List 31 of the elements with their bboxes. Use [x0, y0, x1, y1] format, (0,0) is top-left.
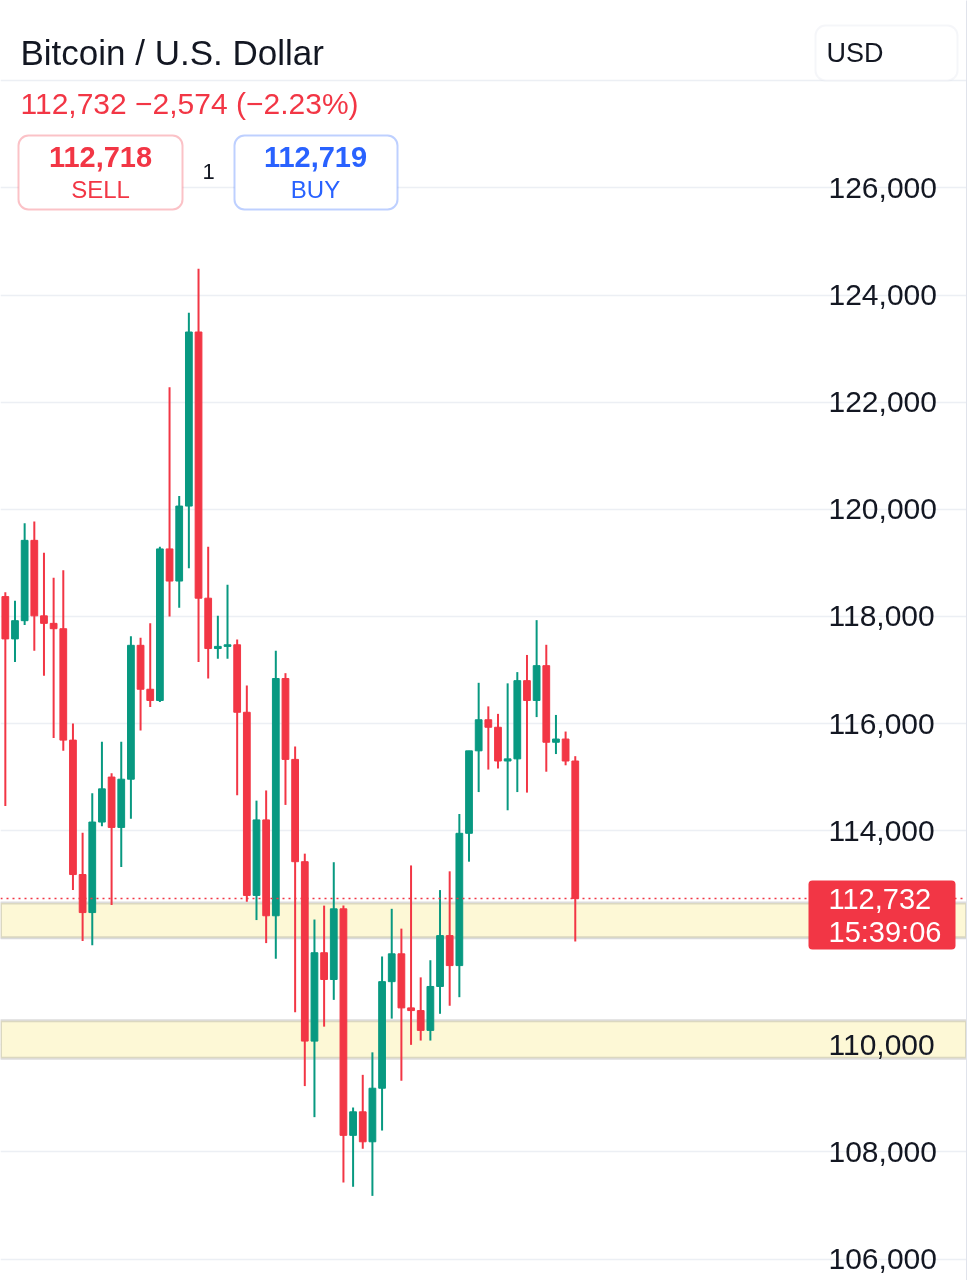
candlestick	[561, 730, 570, 767]
y-tick-label: 124,000	[828, 278, 937, 312]
y-tick-label: 118,000	[828, 599, 935, 633]
y-tick-label: 116,000	[828, 706, 935, 740]
candlestick	[552, 713, 560, 756]
text: 112,732 −2,574 (−2.23%)	[20, 87, 359, 120]
annotation: 112,718	[48, 140, 153, 173]
annotation: 112,719	[263, 140, 368, 173]
candlestick	[40, 551, 48, 677]
candlestick	[223, 583, 232, 660]
candlestick	[146, 622, 155, 708]
candlestick	[523, 653, 531, 794]
y-tick-label: 114,000	[828, 813, 935, 847]
annotation: BUY	[290, 176, 341, 203]
candlestick	[213, 614, 222, 660]
y-tick-label: 126,000	[828, 170, 937, 204]
annotation: USD	[826, 37, 884, 68]
y-tick-label: 122,000	[828, 385, 937, 419]
candlestick	[484, 705, 493, 771]
candlestick	[416, 976, 425, 1042]
ref-line-label: 112,732 15:39:06	[828, 882, 942, 948]
text: Bitcoin / U.S. Dollar	[20, 33, 325, 72]
candlestick	[349, 1106, 357, 1188]
candlestick	[11, 599, 19, 663]
annotation: 1	[202, 159, 215, 184]
candlestick	[503, 682, 512, 812]
y-tick-label: 106,000	[828, 1242, 937, 1276]
annotation: SELL	[71, 176, 130, 203]
y-tick-label: 120,000	[828, 492, 937, 526]
y-tick-label: 108,000	[828, 1134, 937, 1168]
y-tick-label: 110,000	[828, 1027, 935, 1061]
